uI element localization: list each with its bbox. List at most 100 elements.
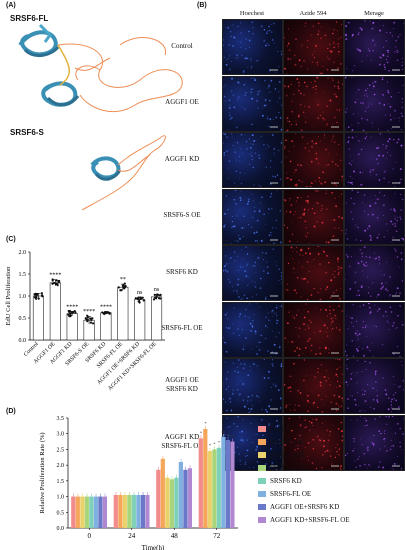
data-point: [84, 317, 87, 320]
micrograph-azide: [283, 414, 344, 471]
panel-label-c: (C): [6, 236, 16, 243]
bar: [136, 495, 141, 528]
col-header-merge: Merage: [364, 10, 384, 17]
bar: [71, 496, 76, 528]
data-point: [117, 286, 120, 289]
bar: [203, 429, 208, 528]
legend-swatch: [258, 517, 266, 523]
bar: [221, 436, 226, 528]
y-tick-label: 0.5: [57, 510, 65, 516]
x-axis-label: Time(h): [142, 544, 165, 550]
significance-label: *: [213, 441, 216, 446]
data-point: [156, 293, 159, 296]
data-point: [68, 310, 71, 313]
micrograph-azide: [283, 132, 344, 188]
micrograph-merge: [344, 132, 405, 188]
row-label: AGGF1 OE SRSF6 KD: [144, 376, 220, 394]
significance-label: *: [200, 430, 203, 435]
y-tick-label: 3.5: [57, 416, 65, 422]
y-tick-label: 1.5: [19, 272, 27, 278]
data-point: [86, 314, 89, 317]
row-label: SRSF6 KD: [144, 268, 220, 277]
y-tick-label: 1.0: [57, 495, 65, 501]
data-point: [89, 321, 93, 324]
row-label: AGGF1 KD SRSF6-FL OE: [144, 433, 220, 451]
significance-label: ns: [222, 429, 226, 434]
data-point: [158, 294, 162, 297]
row-label-line: Control: [171, 41, 193, 50]
data-point: [37, 297, 40, 300]
data-point: [119, 289, 122, 292]
data-point: [68, 315, 72, 318]
micrograph-merge: [344, 188, 405, 245]
legend-label: AGGF1 OE+SRSF6 KD: [270, 503, 340, 511]
bar: [198, 438, 203, 528]
data-point: [103, 312, 106, 316]
significance-label: ****: [49, 273, 61, 279]
legend-label: SRSF6-S OE: [270, 464, 308, 472]
micrograph-azide: [283, 358, 344, 414]
bar: [230, 441, 235, 528]
y-tick-label: 1.0: [19, 294, 27, 300]
bar: [183, 469, 188, 528]
bar: [113, 495, 118, 528]
data-point: [142, 299, 145, 302]
data-point: [159, 297, 162, 300]
protein-label-fl: SRSF6-FL: [10, 14, 49, 23]
micrograph-merge: [344, 301, 405, 358]
micrograph-azide: [283, 188, 344, 245]
data-point: [33, 293, 36, 296]
micrograph-merge: [344, 245, 405, 301]
row-label-line: AGGF1 KD: [164, 432, 200, 441]
legend-swatch: [258, 452, 266, 458]
significance-label: ****: [83, 309, 95, 315]
bar: [122, 495, 127, 528]
row-label: SRSF6-FL OE: [144, 324, 220, 333]
fl-domain-bottom: [41, 81, 80, 107]
significance-label: *: [204, 421, 207, 426]
data-point: [52, 281, 56, 285]
bar: [145, 495, 150, 528]
data-point: [155, 295, 158, 298]
data-point: [137, 296, 140, 300]
panel-label-d: (D): [6, 408, 16, 415]
bar: [134, 299, 146, 341]
significance-label: *: [209, 443, 212, 448]
micrograph-hoechst: [222, 19, 283, 75]
y-tick-label: 0.0: [57, 526, 65, 532]
bar: [165, 477, 170, 528]
y-axis-label: EdU Cell Proliferation: [5, 266, 12, 326]
micrograph-hoechst: [222, 301, 283, 358]
bar: [140, 495, 145, 528]
row-label: AGGF1 OE: [144, 98, 220, 107]
bar: [151, 296, 163, 341]
row-label-line: AGGF1 KD: [164, 154, 200, 163]
micrograph-merge: [344, 19, 405, 75]
row-label-line: SRSF6 KD: [166, 385, 198, 393]
micrograph-merge: [344, 75, 405, 132]
s-domain: [90, 156, 122, 181]
bar: [127, 495, 132, 528]
significance-label: ns: [154, 287, 160, 293]
micrograph-hoechst: [222, 358, 283, 414]
bar: [102, 496, 108, 528]
data-point: [55, 279, 58, 282]
legend-label: AGGF1 KD+SRSF6-FL OE: [270, 516, 350, 524]
legend-swatch: [258, 426, 266, 432]
bar: [131, 495, 136, 528]
y-tick-label: 0.0: [19, 338, 27, 344]
protein-label-s: SRSF6-S: [10, 128, 44, 137]
data-point: [123, 285, 126, 288]
micrograph-azide: [283, 75, 344, 132]
bar: [118, 495, 123, 528]
legend-swatch: [258, 439, 266, 445]
data-point: [67, 313, 70, 316]
significance-label: ns: [137, 290, 143, 296]
micrograph-azide: [283, 19, 344, 75]
row-label-line: SRSF6-FL OE: [161, 441, 203, 450]
significance-label: *: [218, 440, 221, 445]
bar: [212, 449, 217, 528]
bar: [178, 462, 183, 528]
data-point: [152, 298, 156, 301]
